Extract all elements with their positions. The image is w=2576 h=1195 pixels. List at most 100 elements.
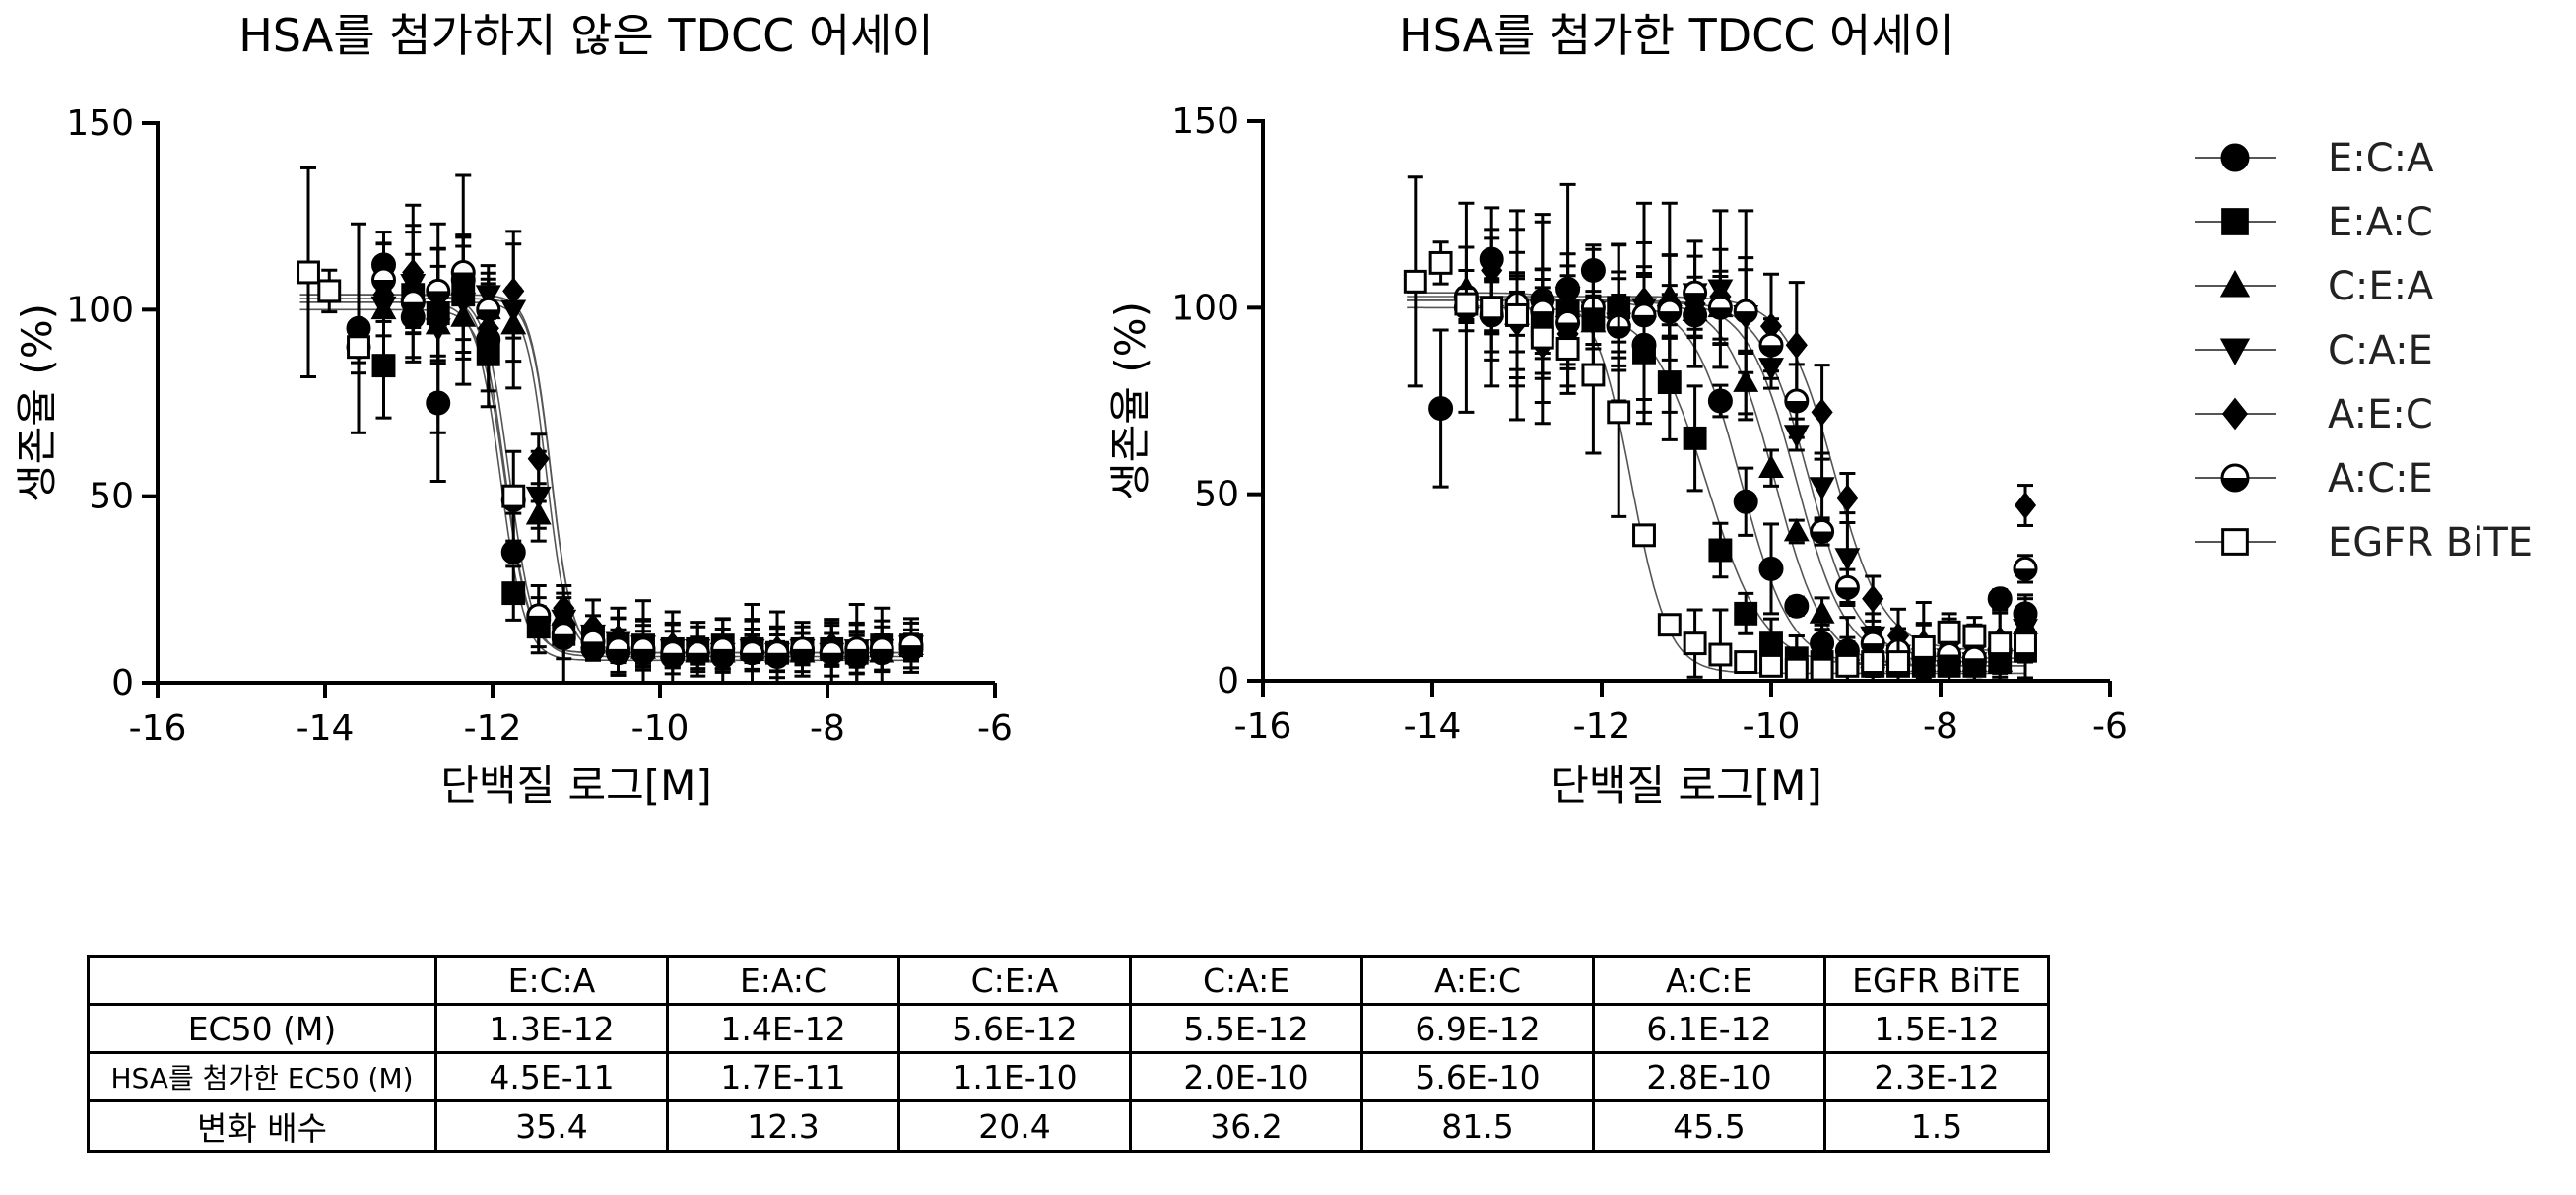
chart-title: HSA를 첨가하지 않은 TDCC 어세이 (238, 9, 934, 62)
data-point (819, 640, 844, 666)
table-cell: 81.5 (1360, 1099, 1595, 1153)
x-tick-label: -10 (1743, 706, 1801, 747)
data-point (1657, 370, 1682, 395)
table-cell: 1.1E-10 (897, 1051, 1132, 1102)
data-point (1758, 454, 1784, 479)
data-point (1835, 653, 1860, 678)
legend-item: EGFR BiTE (2195, 520, 2533, 565)
legend-label: E:C:A (2328, 136, 2434, 181)
data-point (1784, 388, 1810, 414)
data-point (790, 636, 815, 662)
legend-label: A:E:C (2328, 392, 2433, 437)
table-cell: 12.3 (666, 1099, 900, 1153)
data-point (553, 594, 575, 623)
data-point (1607, 400, 1631, 425)
data-point (527, 444, 550, 473)
marker-fill (766, 652, 788, 664)
y-tick-label: 50 (89, 477, 134, 517)
legend-item: C:E:A (2195, 264, 2434, 309)
marker-fill (1760, 345, 1782, 357)
table-header-cell: E:C:A (434, 955, 669, 1006)
data-point (1962, 624, 1987, 648)
marker-fill (402, 301, 425, 313)
data-point (476, 297, 501, 322)
marker-fill (900, 645, 922, 657)
legend-marker (2220, 463, 2250, 493)
table-cell: 2.8E-10 (1592, 1051, 1826, 1102)
marker-fill (1938, 654, 1960, 666)
table-header-cell: EGFR BiTE (1823, 955, 2050, 1006)
legend-item: E:A:C (2195, 200, 2433, 245)
fit-curve-a-c-e (1407, 299, 2025, 659)
y-tick-label: 150 (1171, 101, 1239, 142)
data-point (1734, 601, 1758, 626)
table-cell: 1.5E-12 (1823, 1003, 2050, 1054)
legend-item: A:E:C (2195, 392, 2433, 437)
data-point (685, 640, 710, 666)
marker-fill (711, 648, 734, 660)
data-point (1403, 269, 1427, 294)
data-point (1784, 593, 1810, 619)
figure: HSA를 첨가하지 않은 TDCC 어세이 0 50 100 150 -16 -14 -12 -… (13, 9, 2533, 810)
legend-item: A:C:E (2195, 456, 2433, 501)
data-point (1683, 280, 1708, 305)
marker-fill (1658, 311, 1681, 323)
data-point (1505, 302, 1529, 327)
data-point (501, 581, 526, 606)
data-point (2013, 556, 2038, 581)
x-tick-label: -12 (464, 708, 522, 749)
legend-item: E:C:A (2195, 136, 2434, 181)
data-point (1733, 489, 1758, 514)
data-point (426, 278, 451, 303)
legend-label: C:A:E (2328, 328, 2433, 373)
legend-marker (2220, 143, 2250, 172)
data-point (898, 632, 924, 658)
x-tick-label: -16 (1234, 706, 1292, 747)
data-point (1632, 523, 1656, 548)
data-point (1683, 426, 1707, 450)
marker-fill (1684, 293, 1706, 304)
table-cell: 1.5 (1823, 1099, 2050, 1153)
data-point (1758, 332, 1784, 358)
x-axis-label: 단백질 로그[M] (440, 762, 712, 810)
data-point (1707, 295, 1733, 320)
table-cell: 35.4 (434, 1099, 669, 1153)
table-row: 변화 배수 35.4 12.3 20.4 36.2 81.5 45.5 1.5 (87, 1099, 2050, 1153)
table-row: HSA를 첨가한 EC50 (M) 4.5E-11 1.7E-11 1.1E-1… (87, 1051, 2050, 1102)
fit-curve-c-a-e (1407, 299, 2025, 663)
x-axis-label: 단백질 로그[M] (1551, 762, 1822, 810)
chart-2: HSA를 첨가한 TDCC 어세이 0 50 100 150 -16 -14 -12 -10 -8… (1106, 9, 2128, 810)
legend-marker (2221, 208, 2249, 235)
data-point (1784, 657, 1809, 682)
data-point (1657, 613, 1682, 637)
marker-fill (871, 648, 893, 660)
x-tick-label: -12 (1573, 706, 1631, 747)
marker-fill (632, 648, 654, 660)
legend-item: C:A:E (2195, 328, 2433, 373)
chart-title: HSA를 첨가한 TDCC 어세이 (1399, 9, 1954, 62)
table-header-cell: C:A:E (1129, 955, 1363, 1006)
data-point (1811, 398, 1833, 427)
marker-fill (1785, 401, 1808, 412)
marker-fill (2222, 478, 2248, 491)
data-point (551, 622, 576, 647)
marker-fill (821, 652, 843, 664)
fit-curve-egfr-bite (1407, 292, 2025, 675)
fit-curve-egfr-bite (299, 294, 911, 658)
data-point (710, 636, 736, 662)
data-point (400, 290, 426, 315)
fit-curve-e-a-c (1407, 306, 2025, 667)
data-point (1631, 302, 1657, 328)
data-point (2014, 631, 2037, 656)
data-point (580, 629, 606, 654)
data-point (500, 539, 526, 564)
data-point (1961, 645, 1987, 671)
data-point (1911, 634, 1936, 659)
x-tick-label: -14 (1404, 706, 1462, 747)
table-cell: 20.4 (897, 1099, 1132, 1153)
data-point (606, 636, 630, 662)
marker-fill (607, 648, 629, 660)
data-point (371, 267, 396, 293)
marker-fill (1836, 587, 1859, 599)
data-point (1810, 519, 1835, 545)
